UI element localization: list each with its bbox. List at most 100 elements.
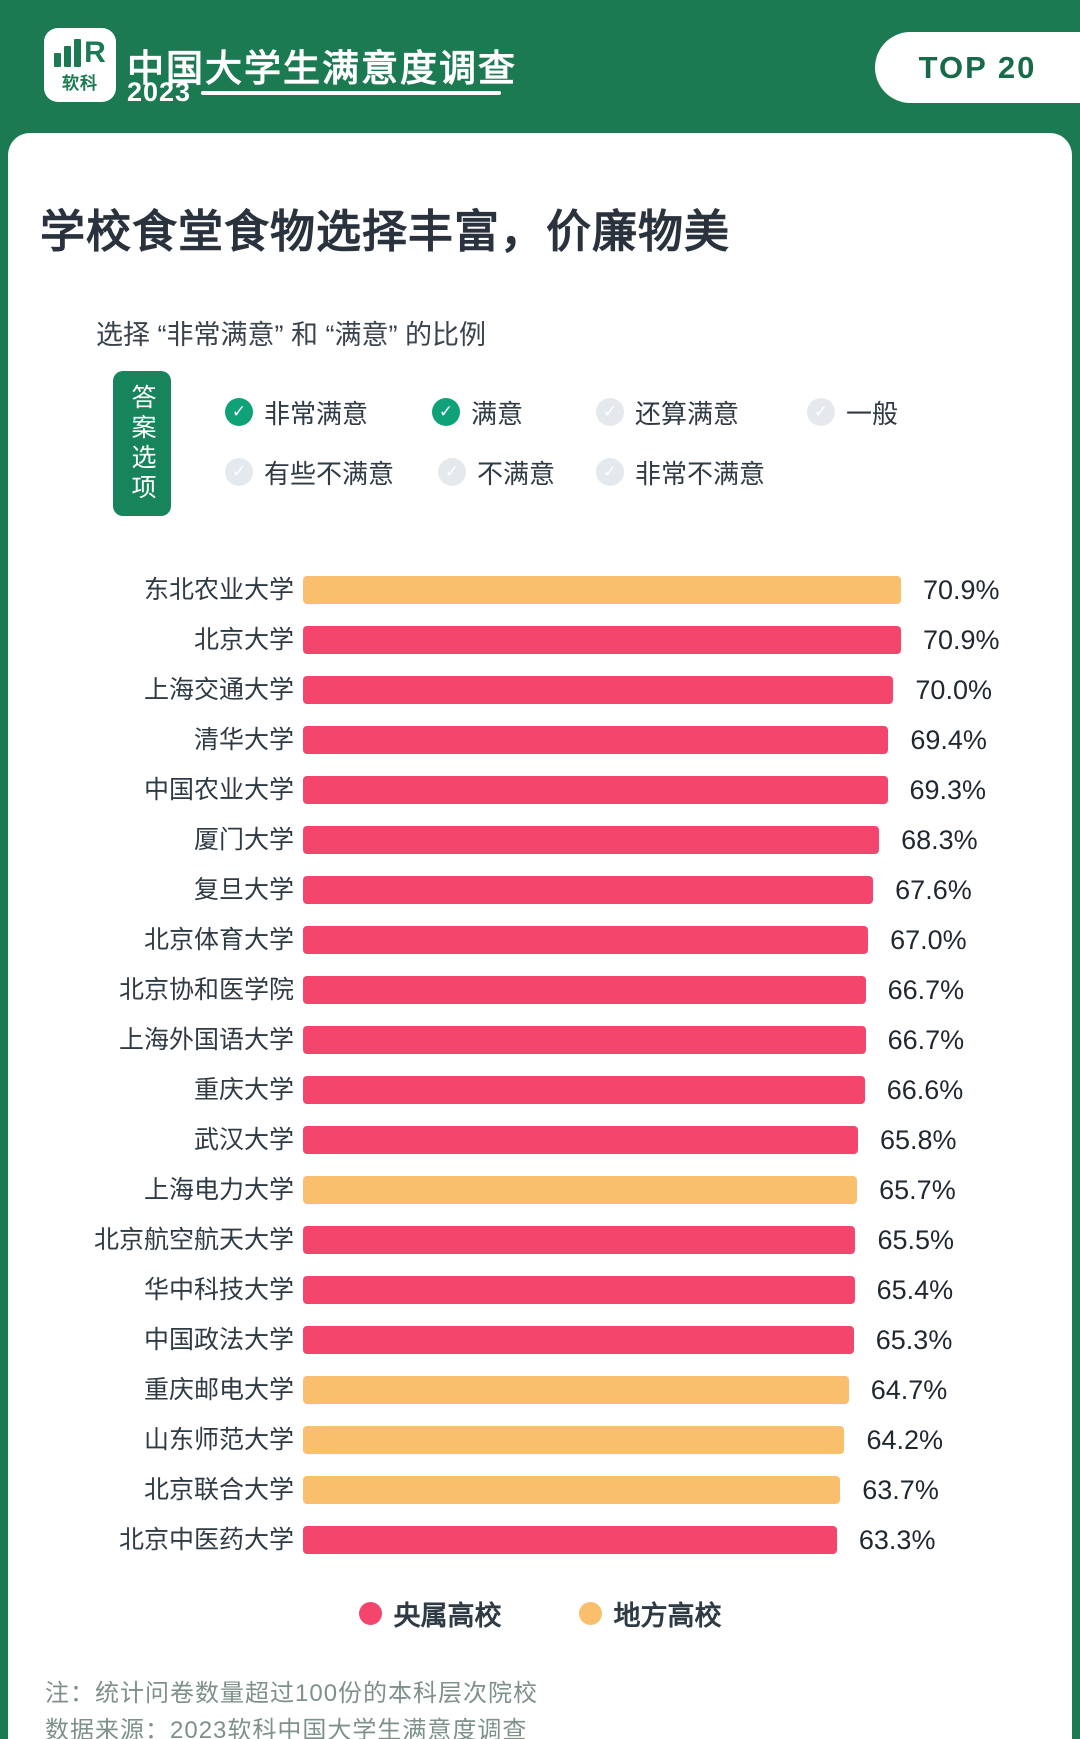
- check-circle-icon: ✓: [225, 398, 253, 426]
- university-name: 重庆邮电大学: [143, 1376, 294, 1404]
- bar-value: 68.3%: [901, 825, 978, 855]
- bar-row: 北京联合大学 63.7%: [8, 1475, 1072, 1505]
- university-name: 北京中医药大学: [118, 1526, 294, 1554]
- bar-value: 63.7%: [862, 1475, 939, 1505]
- bar-value: 67.6%: [895, 875, 972, 905]
- bar-value: 65.5%: [877, 1225, 955, 1255]
- bar-value: 66.7%: [887, 975, 965, 1005]
- bar: [303, 1026, 866, 1054]
- legend-dot-icon: [578, 1601, 602, 1625]
- legend-dot-icon: [358, 1601, 382, 1625]
- bar: [303, 1126, 858, 1154]
- answer-option: ✓ 还算满意: [596, 395, 739, 429]
- university-name: 华中科技大学: [143, 1276, 294, 1304]
- bar-row: 北京航空航天大学 65.5%: [8, 1225, 1072, 1255]
- bar: [303, 876, 874, 904]
- bar-value: 64.7%: [870, 1375, 948, 1405]
- university-name: 北京大学: [193, 626, 294, 654]
- answer-option: ✓ 不满意: [438, 455, 555, 489]
- university-name: 北京协和医学院: [118, 976, 294, 1004]
- answer-option-label: 非常不满意: [635, 458, 766, 489]
- chart-legend: 央属高校 地方高校: [8, 1595, 1072, 1631]
- bar: [303, 1226, 856, 1254]
- university-name: 复旦大学: [193, 876, 294, 904]
- survey-year: 2023: [127, 77, 192, 107]
- bar-row: 上海外国语大学 66.7%: [8, 1025, 1072, 1055]
- check-circle-icon: ✓: [807, 398, 835, 426]
- logo-letter: R: [84, 35, 106, 69]
- check-circle-icon: ✓: [596, 458, 624, 486]
- university-name: 中国农业大学: [143, 776, 294, 804]
- bar: [303, 776, 888, 804]
- answer-option: ✓ 满意: [432, 395, 523, 429]
- bar-row: 华中科技大学 65.4%: [8, 1275, 1072, 1305]
- bar: [303, 1276, 855, 1304]
- bar-row: 中国政法大学 65.3%: [8, 1325, 1072, 1355]
- bar-value: 70.9%: [923, 575, 1000, 605]
- answer-option-label: 不满意: [477, 458, 556, 489]
- university-name: 上海外国语大学: [118, 1026, 294, 1054]
- answer-options-tab: 答案选项: [113, 371, 171, 516]
- bar-value: 65.3%: [875, 1325, 953, 1355]
- bar: [303, 1176, 858, 1204]
- bar: [303, 726, 889, 754]
- bar-row: 重庆大学 66.6%: [8, 1075, 1072, 1105]
- bar-value: 67.0%: [890, 925, 967, 955]
- page-title: 学校食堂食物选择丰富，价廉物美: [40, 206, 731, 257]
- answer-option-label: 有些不满意: [264, 458, 395, 489]
- survey-title: 中国大学生满意度调查: [127, 48, 517, 89]
- answer-option-label: 满意: [471, 398, 524, 429]
- logo-text: 软科: [62, 73, 98, 93]
- bar: [303, 1076, 865, 1104]
- university-name: 山东师范大学: [143, 1426, 294, 1454]
- bar-row: 北京体育大学 67.0%: [8, 925, 1072, 955]
- bar-row: 北京中医药大学 63.3%: [8, 1525, 1072, 1555]
- logo-barchart-icon: R: [54, 37, 106, 67]
- bar-value: 70.0%: [915, 675, 992, 705]
- bar-value: 63.3%: [858, 1525, 936, 1555]
- bar-value: 64.2%: [866, 1425, 944, 1455]
- bar: [303, 626, 901, 654]
- university-name: 中国政法大学: [143, 1326, 294, 1354]
- bar-row: 重庆邮电大学 64.7%: [8, 1375, 1072, 1405]
- check-circle-icon: ✓: [596, 398, 624, 426]
- answer-option: ✓ 非常不满意: [596, 455, 765, 489]
- answer-option-label: 还算满意: [635, 398, 740, 429]
- bar: [303, 976, 866, 1004]
- university-name: 武汉大学: [193, 1126, 294, 1154]
- answer-option: ✓ 有些不满意: [225, 455, 394, 489]
- answer-option-label: 一般: [846, 398, 899, 429]
- survey-year-row: 2023: [127, 77, 502, 108]
- answer-option: ✓ 一般: [807, 395, 898, 429]
- bar-row: 东北农业大学 70.9%: [8, 575, 1072, 605]
- header: R 软科 中国大学生满意度调查 2023 TOP 20: [0, 0, 1080, 133]
- bar-value: 65.8%: [879, 1125, 957, 1155]
- bar-row: 山东师范大学 64.2%: [8, 1425, 1072, 1455]
- content-card: 学校食堂食物选择丰富，价廉物美 选择 “非常满意” 和 “满意” 的比例 答案选…: [8, 133, 1072, 1739]
- university-name: 北京航空航天大学: [93, 1226, 294, 1254]
- check-circle-icon: ✓: [438, 458, 466, 486]
- bar-row: 武汉大学 65.8%: [8, 1125, 1072, 1155]
- bar: [303, 926, 869, 954]
- bar: [303, 1526, 837, 1554]
- university-name: 清华大学: [193, 726, 294, 754]
- bar: [303, 1476, 841, 1504]
- bar-value: 65.4%: [876, 1275, 954, 1305]
- university-name: 上海电力大学: [143, 1176, 294, 1204]
- bar: [303, 676, 894, 704]
- answer-option-label: 非常满意: [264, 398, 369, 429]
- legend-item: 央属高校: [358, 1594, 502, 1633]
- bar-value: 66.6%: [886, 1075, 964, 1105]
- bar-row: 北京协和医学院 66.7%: [8, 975, 1072, 1005]
- answer-option: ✓ 非常满意: [225, 395, 368, 429]
- page-subtitle: 选择 “非常满意” 和 “满意” 的比例: [96, 320, 486, 350]
- bar-row: 复旦大学 67.6%: [8, 875, 1072, 905]
- check-circle-icon: ✓: [432, 398, 460, 426]
- year-underline: [201, 90, 502, 95]
- university-name: 厦门大学: [193, 826, 294, 854]
- legend-label: 地方高校: [613, 1600, 722, 1631]
- legend-label: 央属高校: [393, 1600, 502, 1631]
- bar-row: 清华大学 69.4%: [8, 725, 1072, 755]
- bar: [303, 1326, 854, 1354]
- university-name: 北京联合大学: [143, 1476, 294, 1504]
